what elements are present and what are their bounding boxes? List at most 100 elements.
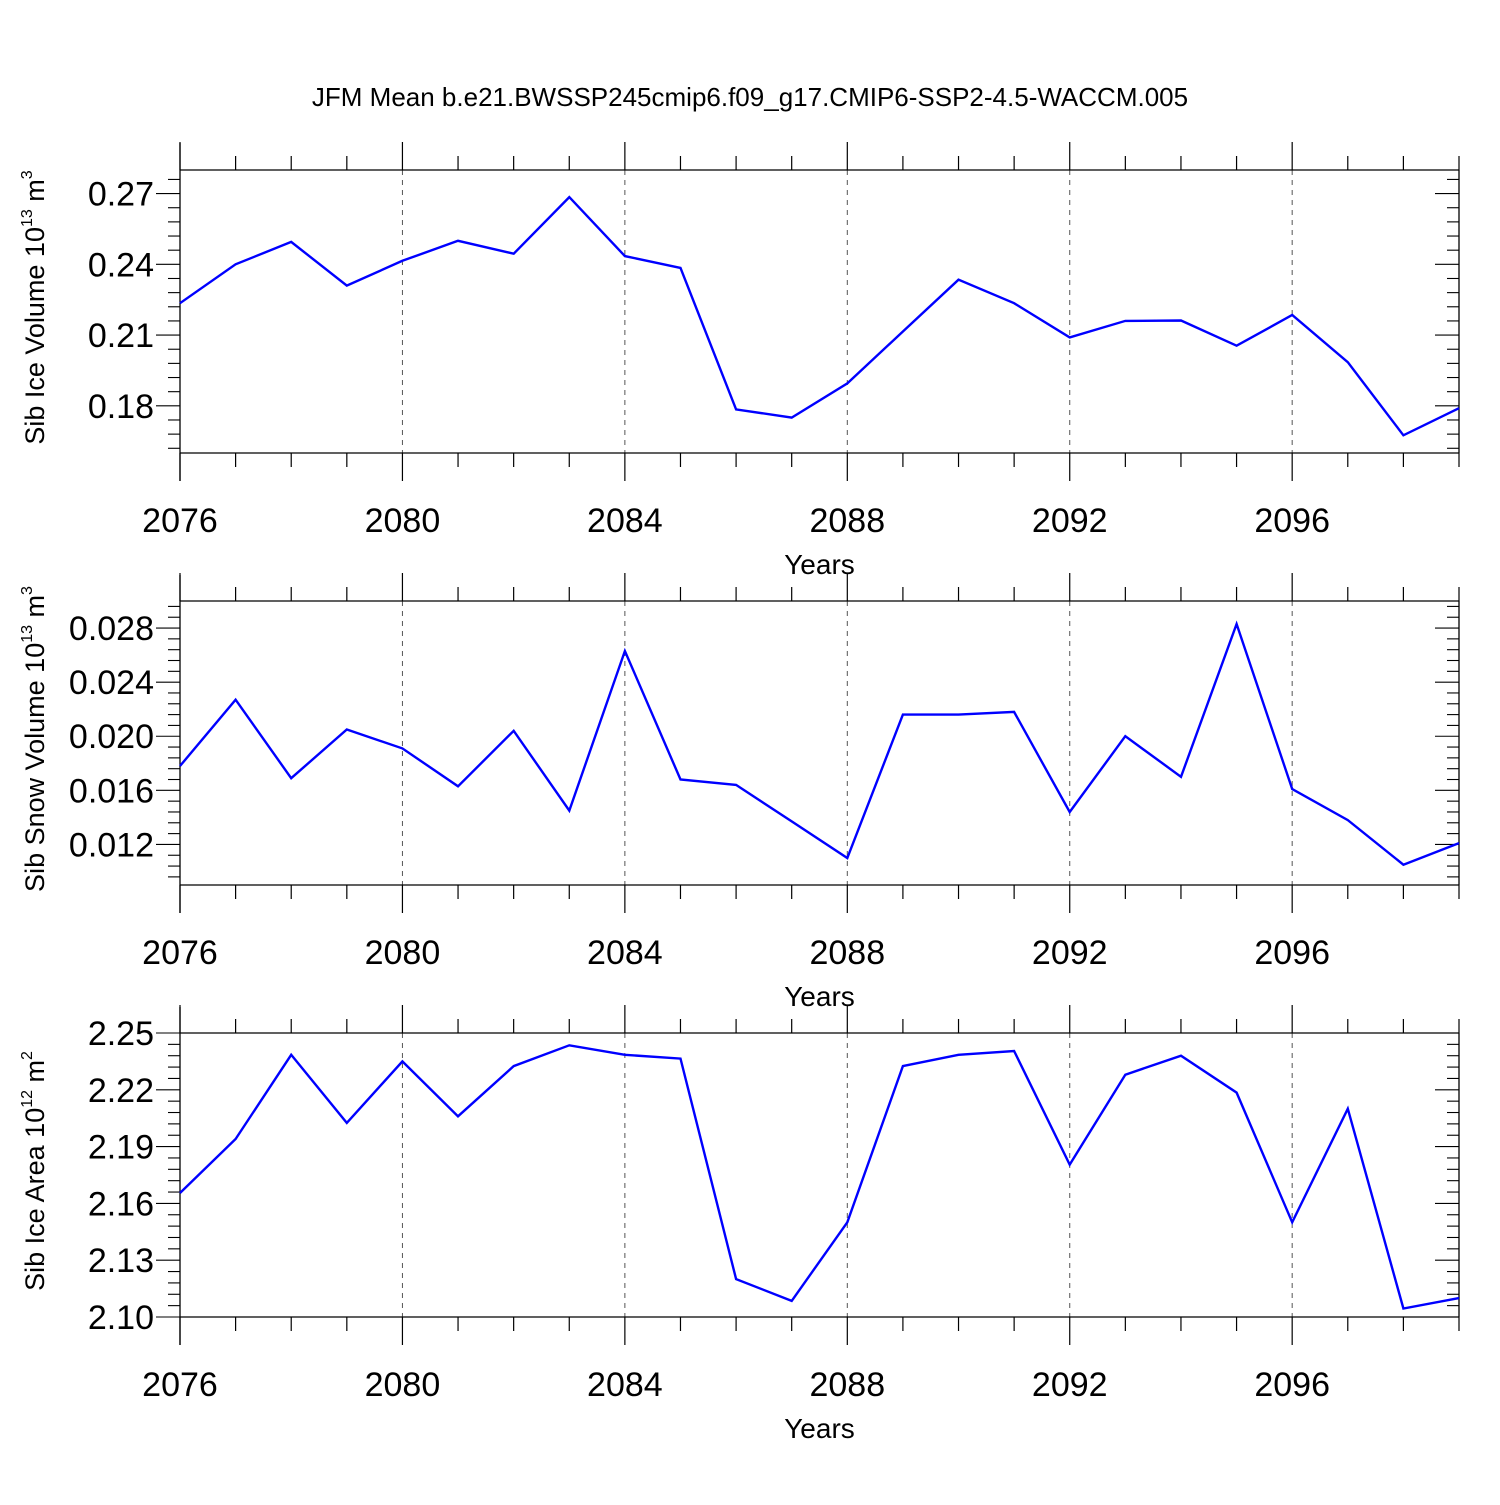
y-axis-label: Sib Snow Volume 1013 m3 (19, 586, 50, 892)
y-axis-label-unit-exponent: 3 (19, 586, 36, 595)
x-tick-label: 2084 (587, 502, 663, 540)
data-point (234, 263, 236, 265)
y-tick-label: 0.024 (69, 664, 154, 702)
data-point (1124, 320, 1126, 322)
data-point (1458, 1297, 1460, 1299)
y-tick-label: 0.27 (88, 176, 154, 214)
data-point (401, 1060, 403, 1062)
data-point (1180, 1055, 1182, 1057)
y-axis-label-base: Sib Ice Volume 10 (20, 227, 50, 445)
y-tick-label: 2.16 (88, 1185, 154, 1223)
data-point (1124, 735, 1126, 737)
y-axis-label-base: Sib Ice Area 10 (20, 1108, 50, 1291)
data-point (1180, 319, 1182, 321)
y-tick-label: 2.19 (88, 1129, 154, 1167)
series-line (179, 1044, 1460, 1310)
data-point (512, 730, 514, 732)
x-tick-label: 2088 (809, 502, 885, 540)
y-axis-label-exponent: 13 (19, 209, 36, 227)
data-point (735, 1278, 737, 1280)
y-axis-label-exponent: 12 (19, 1090, 36, 1108)
data-point (401, 747, 403, 749)
data-point (1291, 788, 1293, 790)
x-tick-label: 2084 (587, 934, 663, 972)
data-point (1235, 1091, 1237, 1093)
y-tick-label: 0.21 (88, 317, 154, 355)
x-axis-label: Years (784, 549, 855, 580)
y-axis-label-unit-exponent: 2 (19, 1051, 36, 1060)
data-point (957, 713, 959, 715)
y-axis-label-exponent: 13 (19, 625, 36, 643)
data-point (457, 785, 459, 787)
data-point (1291, 1221, 1293, 1223)
y-tick-label: 2.10 (88, 1299, 154, 1337)
data-point (457, 240, 459, 242)
data-point (512, 253, 514, 255)
data-point (902, 713, 904, 715)
x-axis-label: Years (784, 981, 855, 1012)
data-point (790, 416, 792, 418)
data-point (846, 857, 848, 859)
x-tick-label: 2076 (142, 502, 218, 540)
data-point (234, 1138, 236, 1140)
series-line (179, 620, 1460, 867)
data-point (568, 196, 570, 198)
data-point (735, 784, 737, 786)
data-point (902, 1065, 904, 1067)
series-line (179, 195, 1460, 437)
data-point (679, 267, 681, 269)
data-point (1180, 776, 1182, 778)
data-point (1013, 302, 1015, 304)
data-point (346, 728, 348, 730)
x-axis-label: Years (784, 1413, 855, 1444)
x-tick-label: 2080 (365, 502, 441, 540)
data-point (624, 255, 626, 257)
data-point (290, 1054, 292, 1056)
y-tick-label: 0.012 (69, 826, 154, 864)
data-point (1069, 1163, 1071, 1165)
x-tick-label: 2096 (1254, 934, 1330, 972)
x-tick-label: 2096 (1254, 1366, 1330, 1404)
data-point (790, 820, 792, 822)
data-point (624, 1054, 626, 1056)
data-point (846, 1221, 848, 1223)
data-point (1069, 811, 1071, 813)
figure-title: JFM Mean b.e21.BWSSP245cmip6.f09_g17.CMI… (312, 82, 1188, 112)
data-point (1347, 819, 1349, 821)
data-point (179, 765, 181, 767)
y-axis-label-unit: m (20, 179, 50, 209)
y-axis-label: Sib Ice Volume 1013 m3 (19, 170, 50, 444)
data-point (1013, 1050, 1015, 1052)
data-point (735, 408, 737, 410)
data-point (290, 777, 292, 779)
data-point (568, 1044, 570, 1046)
data-point (957, 1054, 959, 1056)
data-point (902, 330, 904, 332)
y-tick-label: 0.020 (69, 718, 154, 756)
x-tick-label: 2088 (809, 934, 885, 972)
y-tick-label: 0.24 (88, 246, 154, 284)
x-tick-label: 2092 (1032, 1366, 1108, 1404)
x-tick-label: 2080 (365, 934, 441, 972)
x-tick-label: 2096 (1254, 502, 1330, 540)
panel-2: 0.028 0.024 0.020 0.016 0.012 2076 2080 2084 208… (19, 573, 1460, 1012)
data-point (346, 1122, 348, 1124)
y-axis-label-base: Sib Snow Volume 10 (20, 643, 50, 892)
data-point (1458, 842, 1460, 844)
x-tick-label: 2088 (809, 1366, 885, 1404)
y-axis-label-unit: m (20, 595, 50, 625)
data-point (624, 650, 626, 652)
data-point (957, 278, 959, 280)
data-point (846, 382, 848, 384)
data-point (790, 1300, 792, 1302)
y-tick-label: 2.22 (88, 1072, 154, 1110)
y-axis-label-unit: m (20, 1060, 50, 1090)
y-axis-label-unit-exponent: 3 (19, 170, 36, 179)
data-point (1013, 711, 1015, 713)
data-point (1458, 407, 1460, 409)
data-point (346, 284, 348, 286)
panel-1: 0.27 0.24 0.21 0.18 2076 2080 2084 2088 2092 2096… (19, 142, 1460, 580)
x-tick-label: 2080 (365, 1366, 441, 1404)
